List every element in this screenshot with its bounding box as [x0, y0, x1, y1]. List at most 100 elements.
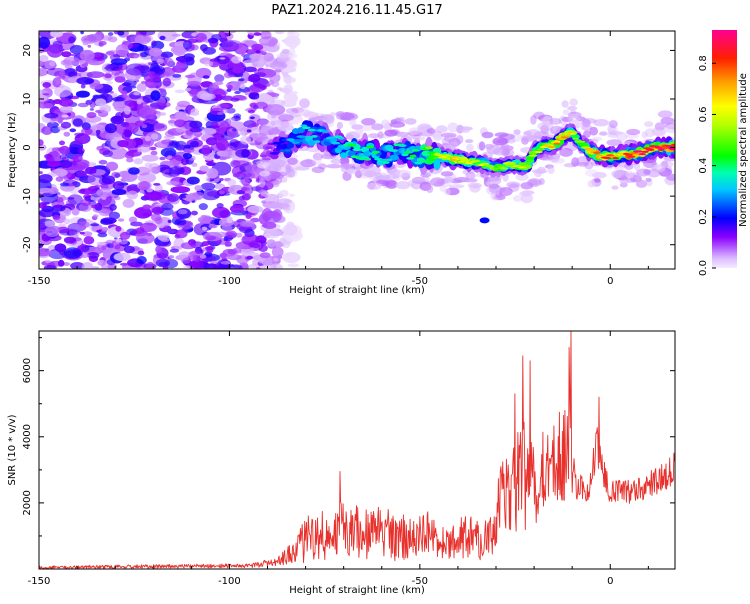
- spectrogram-noise-blob: [205, 235, 217, 241]
- spectrogram-halo-blob: [593, 119, 610, 127]
- spectrogram-ridge-cell: [272, 141, 282, 145]
- spectrogram-noise-blob: [241, 187, 248, 191]
- spectrogram-ridge-cell: [420, 160, 427, 163]
- spectrogram-noise-blob: [71, 207, 80, 216]
- spectrogram-noise-blob: [212, 88, 225, 95]
- spectrogram-noise-blob: [220, 121, 231, 128]
- spectrogram-noise-blob: [229, 204, 244, 213]
- spectrogram-halo-blob: [654, 122, 666, 131]
- spectrogram-noise-blob: [171, 33, 181, 37]
- spectrogram-halo-blob: [326, 164, 343, 169]
- spectrogram-noise-blob: [61, 114, 69, 118]
- spectrogram-ridge-cell: [325, 136, 335, 140]
- spectrogram-ridge-cell: [638, 153, 647, 156]
- spectrogram-noise-blob: [263, 48, 267, 53]
- spectrogram-noise-blob: [154, 216, 163, 224]
- spectrogram-halo-blob: [635, 179, 648, 188]
- spectrogram-noise-blob: [286, 81, 292, 87]
- spectrogram-ridge-cell: [564, 134, 571, 137]
- colorbar-gradient: [712, 30, 737, 268]
- spectrogram-ridge-cell: [313, 140, 321, 144]
- spectrogram-ridge-cell: [593, 151, 601, 154]
- spectrogram-noise-blob: [286, 93, 299, 104]
- spectrogram-halo-blob: [287, 157, 298, 165]
- spectrogram-noise-blob: [232, 247, 242, 254]
- spectrogram-noise-blob: [217, 103, 229, 110]
- spectrogram-halo-blob: [582, 118, 597, 124]
- spectrogram-noise-blob: [69, 44, 84, 55]
- spectrogram-halo-blob: [589, 126, 598, 136]
- spectrogram-noise-blob: [201, 226, 208, 231]
- spectrogram-noise-blob: [61, 51, 72, 58]
- spectrogram-noise-blob: [112, 96, 125, 102]
- spectrogram-noise-blob: [212, 206, 230, 219]
- spectrogram-noise-blob: [67, 197, 75, 200]
- spectrogram-noise-blob: [177, 209, 188, 215]
- spectrogram-noise-blob: [167, 219, 172, 223]
- spectrogram-noise-blob: [77, 102, 89, 108]
- spectrogram-noise-blob: [226, 107, 236, 114]
- spectrogram-noise-blob: [78, 59, 86, 65]
- spectrogram-halo-blob: [439, 185, 447, 192]
- spectrogram-ridge-cell: [364, 150, 372, 157]
- spectrogram-noise-blob: [104, 73, 112, 79]
- spectrogram-noise-blob: [281, 48, 290, 54]
- spectrogram-ridge-cell: [464, 162, 474, 165]
- spectrogram-noise-blob: [244, 91, 250, 96]
- spectrogram-halo-blob: [461, 128, 470, 133]
- spectrogram-noise-blob: [199, 165, 209, 172]
- spectrogram-noise-blob: [275, 31, 285, 35]
- spectrogram-ridge-cell: [645, 148, 655, 151]
- spectrogram-noise-blob: [251, 122, 259, 128]
- spectrogram-noise-blob: [121, 90, 128, 97]
- spectrogram-noise-blob: [189, 120, 203, 129]
- spectrogram-halo-blob: [395, 181, 411, 190]
- spectrogram-noise-blob: [47, 187, 59, 195]
- spectrogram-halo-blob: [547, 166, 555, 175]
- spectrogram-noise-blob: [167, 229, 176, 234]
- spectrogram-noise-blob: [60, 121, 72, 129]
- spectrogram-halo-blob: [530, 115, 537, 125]
- spectrogram-noise-blob: [44, 190, 49, 194]
- spectrogram-noise-blob: [122, 82, 132, 87]
- spectrogram-noise-blob: [146, 71, 156, 75]
- spectrogram-ytick-label: 10: [22, 93, 33, 106]
- spectrogram-noise-blob: [214, 183, 226, 190]
- spectrogram-noise-blob: [158, 261, 169, 267]
- spectrogram-noise-blob: [42, 82, 51, 88]
- spectrogram-noise-blob: [268, 44, 276, 48]
- spectrogram-halo-blob: [440, 132, 457, 138]
- spectrogram-noise-blob: [214, 74, 225, 83]
- spectrogram-ridge-cell: [473, 160, 481, 163]
- spectrogram-ridge-cell: [269, 152, 280, 155]
- spectrogram-ridge-cell: [547, 145, 556, 148]
- spectrogram-noise-blob: [277, 255, 283, 260]
- spectrogram-noise-blob: [39, 55, 49, 62]
- spectrogram-noise-blob: [110, 58, 128, 66]
- spectrogram-noise-blob: [119, 231, 131, 240]
- spectrogram-halo-blob: [567, 111, 582, 119]
- snr-ytick-label: 6000: [22, 358, 33, 383]
- spectrogram-noise-blob: [128, 167, 140, 175]
- spectrogram-ridge-cell: [528, 154, 538, 157]
- spectrogram-halo-blob: [533, 111, 545, 120]
- spectrogram-noise-blob: [155, 245, 162, 254]
- spectrogram-ridge-cell: [486, 165, 495, 168]
- spectrogram-ridge-cell: [385, 158, 393, 162]
- spectrogram-ridge-cell: [364, 157, 372, 161]
- spectrogram-ridge-cell: [409, 154, 417, 158]
- spectrogram-noise-blob: [59, 140, 65, 146]
- colorbar-label: Normalized spectral amplitude: [738, 73, 749, 227]
- spectrogram-halo-blob: [581, 124, 593, 131]
- spectrogram-noise-blob: [282, 252, 301, 263]
- spectrogram-noise-blob: [223, 238, 229, 242]
- spectrogram-noise-blob: [150, 62, 159, 67]
- spectrogram-halo-blob: [411, 176, 426, 184]
- spectrogram-xtick-label: -50: [412, 276, 428, 287]
- spectrogram-noise-blob: [51, 204, 66, 212]
- spectrogram-halo-blob: [486, 144, 502, 155]
- spectrogram-ridge-cell: [448, 158, 458, 162]
- snr-ytick-label: 2000: [22, 490, 33, 515]
- spectrogram-halo-blob: [277, 121, 293, 132]
